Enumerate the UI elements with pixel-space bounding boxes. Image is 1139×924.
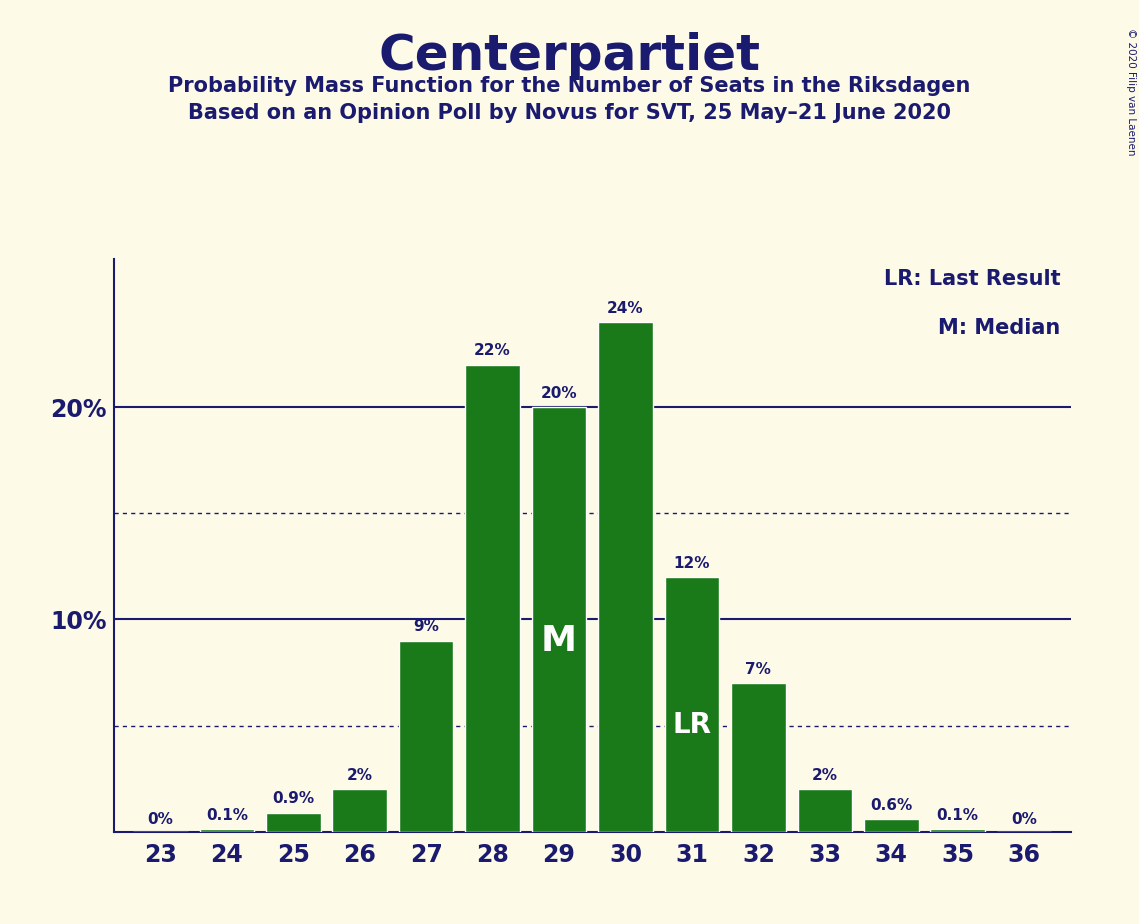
Bar (931, 830, 985, 832)
Text: 0.1%: 0.1% (936, 808, 978, 823)
Bar (399, 640, 453, 832)
Bar (665, 577, 719, 832)
Text: 2%: 2% (812, 768, 838, 783)
Text: 20%: 20% (541, 386, 577, 401)
Text: LR: Last Result: LR: Last Result (884, 269, 1060, 289)
Bar (598, 322, 653, 832)
Text: Centerpartiet: Centerpartiet (378, 32, 761, 80)
Bar (466, 365, 519, 832)
Bar (865, 819, 918, 832)
Text: 9%: 9% (413, 619, 440, 634)
Bar (333, 789, 387, 832)
Text: M: Median: M: Median (939, 318, 1060, 338)
Text: LR: LR (672, 711, 712, 738)
Text: M: M (541, 624, 577, 658)
Bar (267, 812, 320, 832)
Bar (532, 407, 587, 832)
Text: 0%: 0% (147, 812, 173, 827)
Text: 22%: 22% (474, 344, 511, 359)
Bar (199, 830, 254, 832)
Text: 24%: 24% (607, 301, 644, 316)
Bar (797, 789, 852, 832)
Text: 7%: 7% (745, 662, 771, 676)
Text: © 2020 Filip van Laenen: © 2020 Filip van Laenen (1125, 28, 1136, 155)
Text: 0.1%: 0.1% (206, 808, 248, 823)
Text: Probability Mass Function for the Number of Seats in the Riksdagen: Probability Mass Function for the Number… (169, 76, 970, 96)
Bar (731, 683, 786, 832)
Text: 0%: 0% (1011, 812, 1038, 827)
Text: 0.6%: 0.6% (870, 797, 912, 812)
Text: Based on an Opinion Poll by Novus for SVT, 25 May–21 June 2020: Based on an Opinion Poll by Novus for SV… (188, 103, 951, 124)
Text: 12%: 12% (673, 555, 711, 571)
Text: 2%: 2% (346, 768, 372, 783)
Text: 0.9%: 0.9% (272, 791, 314, 806)
